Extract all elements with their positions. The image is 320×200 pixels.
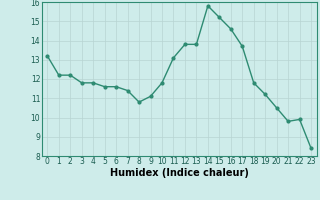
X-axis label: Humidex (Indice chaleur): Humidex (Indice chaleur) — [110, 168, 249, 178]
